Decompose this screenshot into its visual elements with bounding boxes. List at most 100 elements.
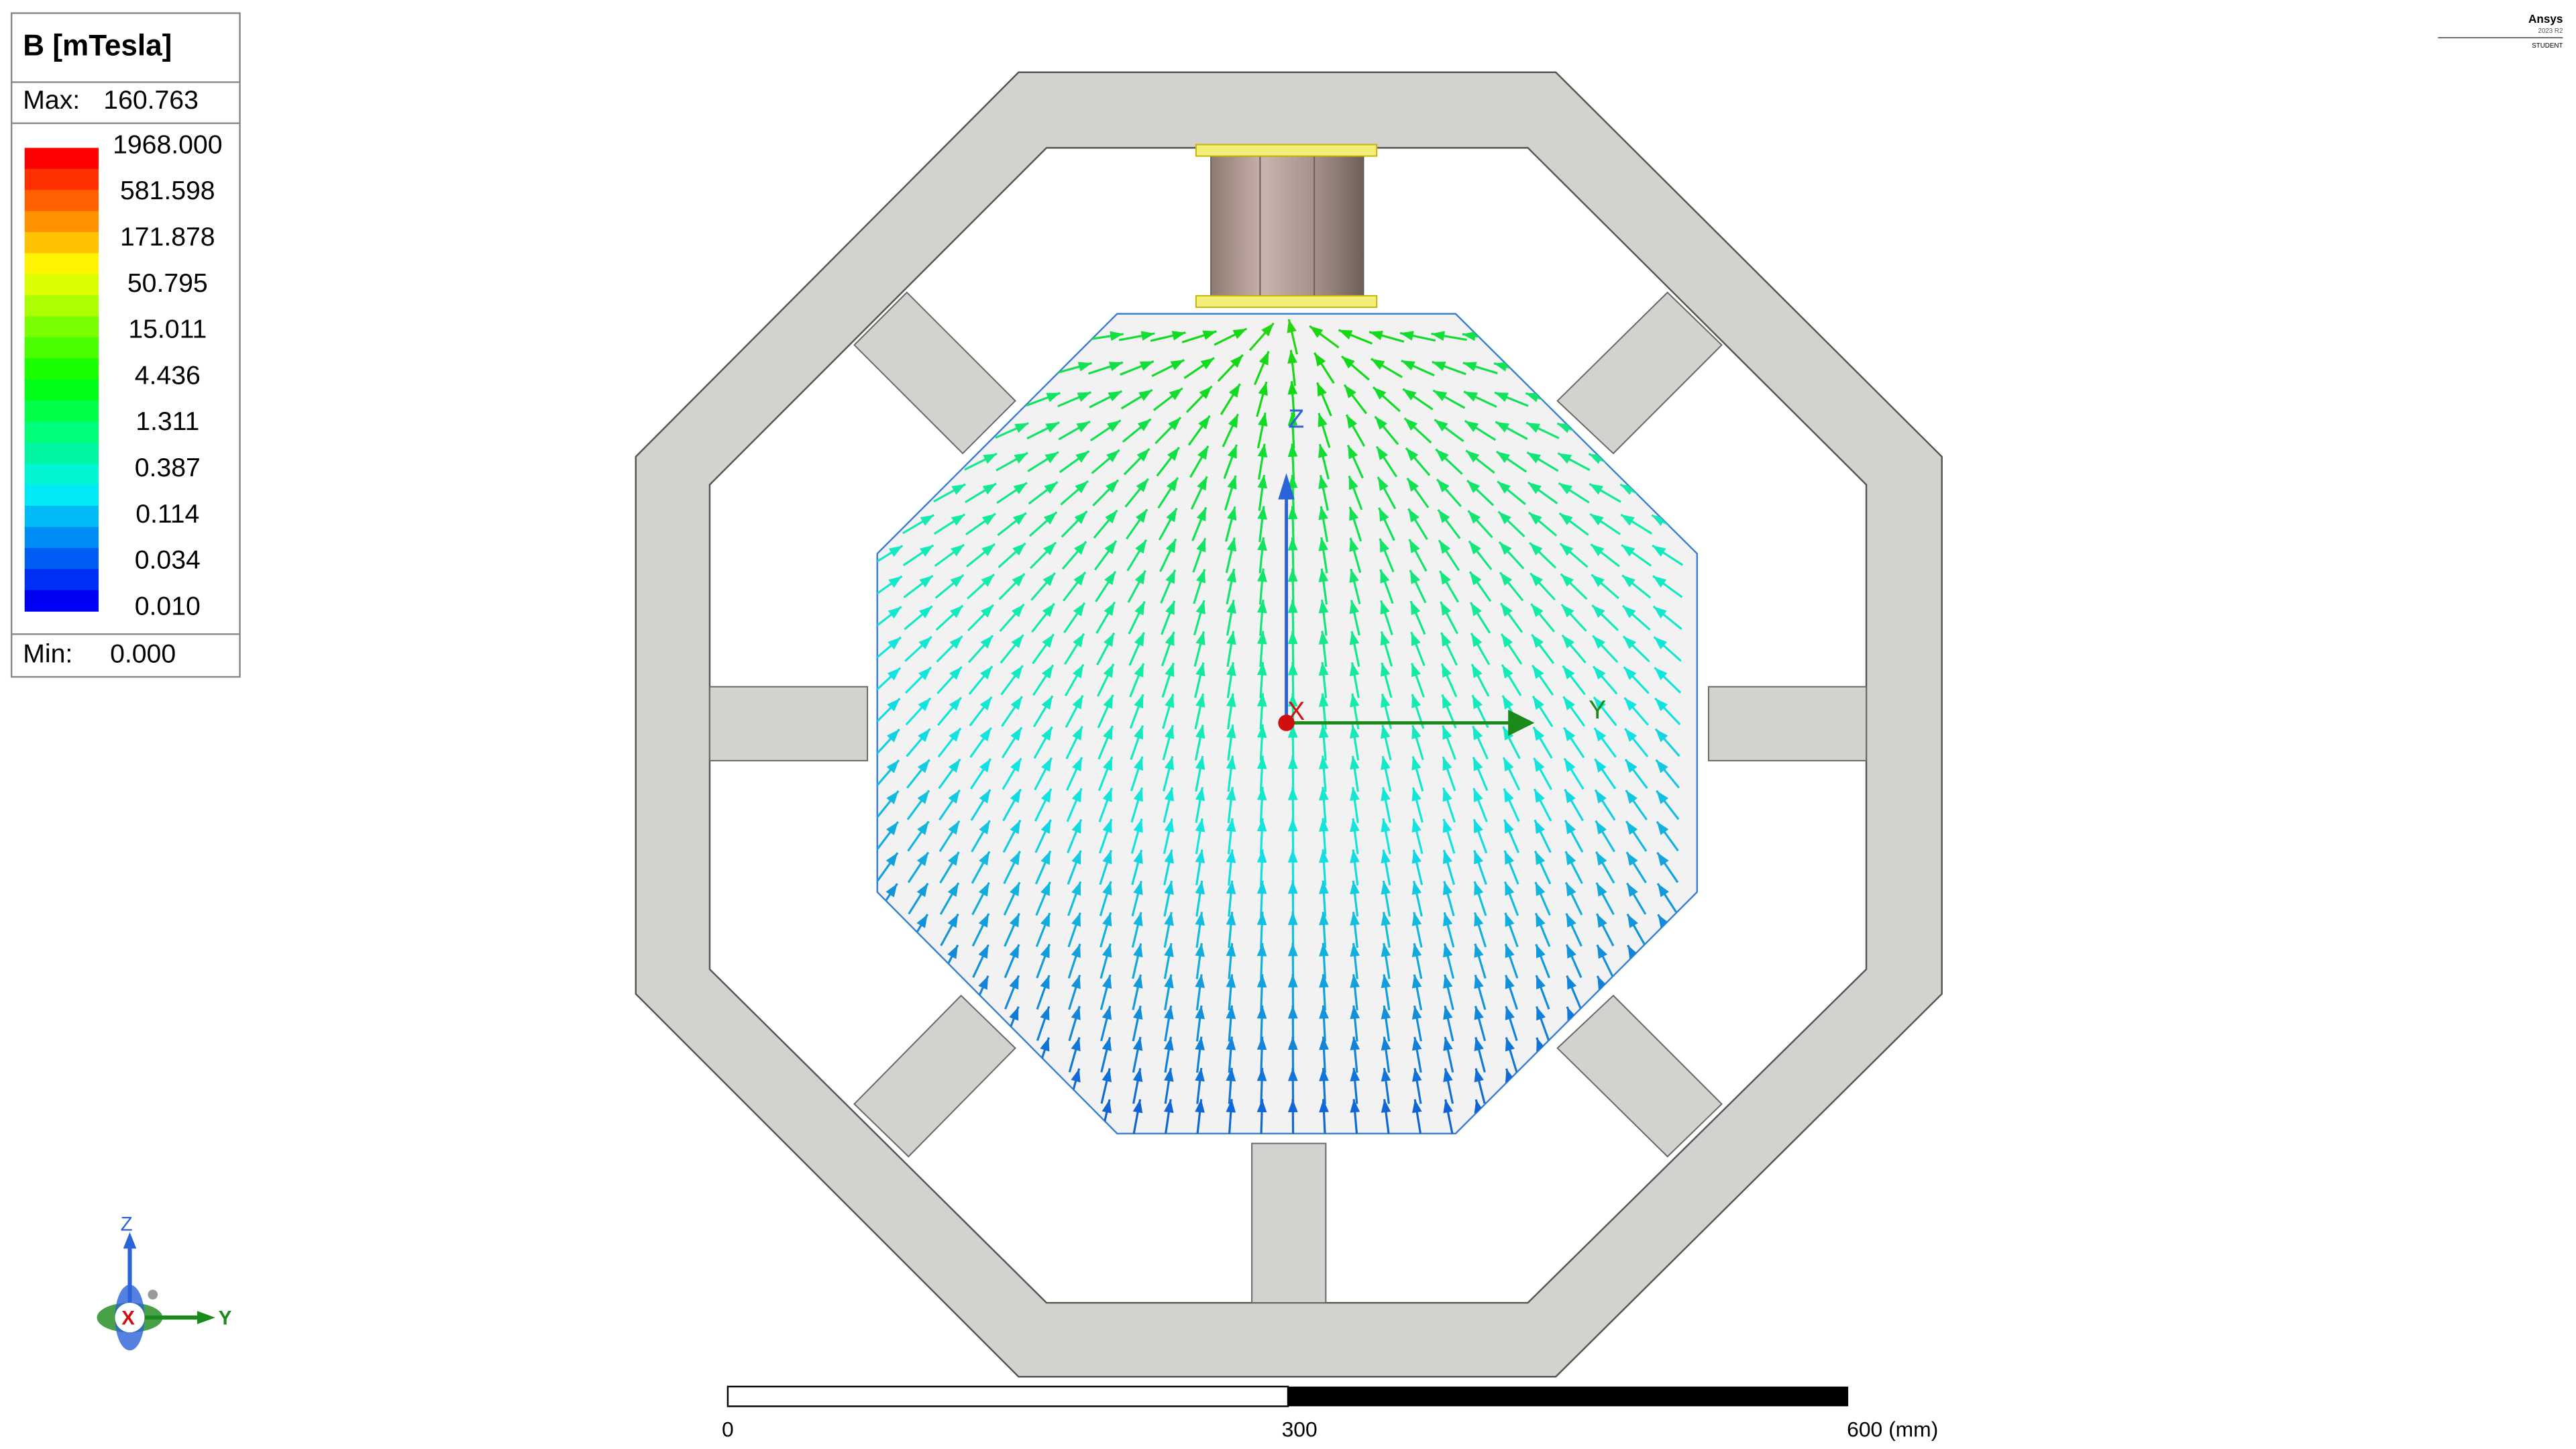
field-arrow-head [1138,390,1152,401]
field-arrow-head [1041,727,1053,741]
field-arrow-head [1102,1037,1112,1051]
field-arrow-head [1107,420,1121,432]
field-arrow-head [978,975,989,990]
field-arrow-head [1318,631,1329,645]
field-arrow-head [1495,421,1510,433]
field-arrow-head [1559,513,1573,525]
field-arrow-head [1442,850,1452,865]
z-axis-head [1278,473,1295,500]
field-arrow-head [1071,975,1081,989]
color-band [24,274,99,296]
field-arrow-head [1595,759,1607,773]
field-arrow-head [1164,974,1174,989]
field-arrow-head [1165,631,1175,646]
field-arrow-head [1257,506,1267,520]
field-arrow-head [918,637,932,649]
field-arrow-head [1105,510,1118,524]
field-arrow-head [1380,569,1390,584]
field-arrow-head [1195,912,1205,926]
field-arrow-head [1195,569,1205,584]
field-arrow-head [1319,880,1329,894]
field-arrow-head [1287,755,1298,769]
field-arrow-head [1592,605,1605,618]
field-arrow-head [1133,818,1143,833]
field-arrow-head [1287,381,1298,395]
field-arrow-head [982,483,997,495]
field-arrow-head [1349,600,1359,614]
field-arrow-head [1309,326,1324,338]
color-band [24,295,99,317]
field-arrow-head [1071,1037,1081,1052]
field-arrow-head [1046,392,1061,402]
field-arrow-head [1497,481,1511,494]
field-arrow-head [1532,634,1544,648]
field-arrow-head [1287,443,1298,458]
field-arrow-head [1566,882,1576,897]
field-arrow-head [1075,451,1089,463]
field-arrow-head [1040,975,1050,989]
field-arrow-head [1226,537,1237,552]
field-arrow-head [1077,392,1091,402]
color-band [24,379,99,401]
field-arrow-head [1474,943,1484,958]
field-arrow-head [1195,1099,1205,1113]
field-arrow-head [1411,756,1421,771]
axis-label: X [1287,697,1305,726]
field-arrow-head [1133,850,1143,864]
field-arrow-head [1261,323,1274,337]
field-arrow-head [1167,478,1178,492]
field-arrow-head [979,758,991,773]
field-arrow-head [1226,755,1236,770]
field-arrow-head [1403,388,1417,400]
field-arrow-head [1318,600,1329,614]
color-band [24,211,99,233]
field-arrow-head [1195,631,1205,646]
color-band [24,231,99,254]
field-arrow-head [1319,1099,1329,1113]
field-arrow-head [1593,635,1605,649]
field-arrow-head [948,790,960,804]
spoke [853,994,1016,1158]
field-arrow-head [1443,912,1453,926]
field-arrow-head [1258,351,1269,366]
field-arrow-head [1319,1067,1329,1081]
field-arrow-head [1528,512,1542,525]
field-arrow-head [1196,538,1206,553]
field-arrow-head [1411,974,1422,989]
field-arrow-head [1104,633,1114,647]
field-arrow-head [979,851,989,866]
field-arrow-head [1565,851,1576,865]
field-arrow-head [1010,696,1022,710]
field-arrow-head [1226,568,1236,583]
field-arrow-head [1133,881,1143,896]
field-arrow-head [1442,694,1452,709]
field-arrow-head [1409,570,1420,584]
field-arrow-head [1534,757,1545,772]
field-arrow-head [1505,1006,1515,1020]
field-arrow-head [1350,880,1360,895]
field-arrow-head [1495,392,1509,402]
field-arrow-head [1368,330,1383,341]
field-arrow-head [1442,788,1452,802]
field-arrow-head [1011,635,1024,649]
field-arrow-head [1133,788,1143,802]
field-arrow-head [1197,445,1209,460]
field-arrow-head [1134,694,1144,709]
field-arrow-head [1656,759,1668,773]
field-arrow-head [1319,849,1329,863]
field-arrow-head [1013,482,1027,494]
field-arrow-head [1462,362,1477,372]
field-arrow-head [1565,820,1576,835]
field-arrow-head [979,727,991,742]
field-arrow-head [949,636,963,649]
field-arrow-head [1287,943,1298,957]
field-arrow-head [1102,881,1112,896]
field-arrow-head [1404,418,1418,431]
field-arrow-head [1318,475,1328,489]
field-arrow-head [947,945,958,959]
field-arrow-head [1198,415,1210,429]
field-arrow-head [1228,384,1240,398]
field-arrow-head [1350,974,1360,988]
field-arrow-head [1474,819,1483,834]
field-arrow-head [1226,880,1236,894]
